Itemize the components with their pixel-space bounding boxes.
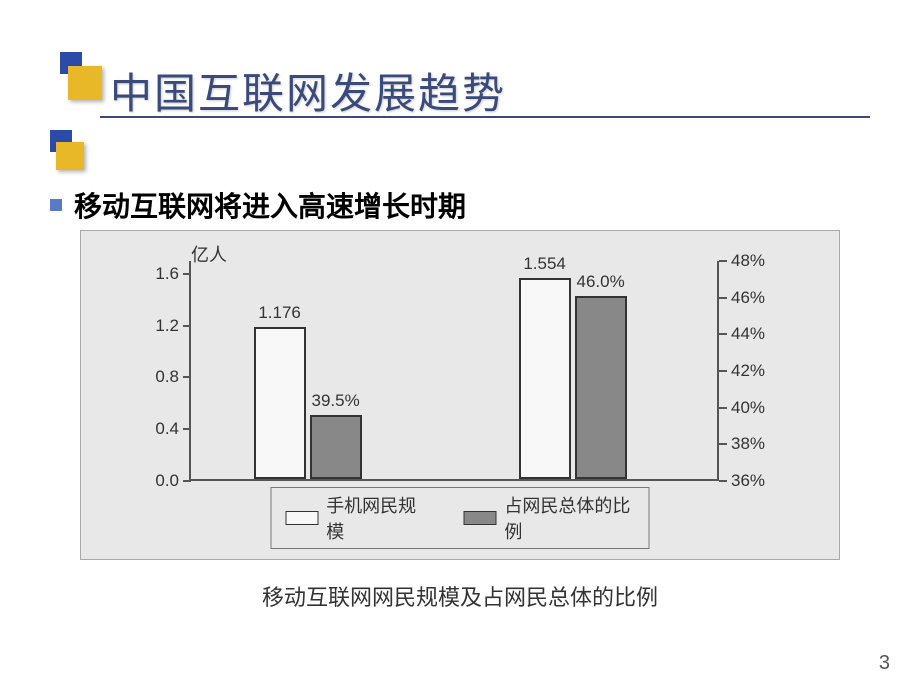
y-tick-label: 0.0 <box>155 471 179 491</box>
plot-area: 0.00.40.81.21.636%38%40%42%44%46%48%1.17… <box>189 261 719 481</box>
y-tick <box>183 376 191 378</box>
legend-label: 占网民总体的比例 <box>504 492 634 544</box>
chart-caption: 移动互联网网民规模及占网民总体的比例 <box>0 580 920 612</box>
bar-percentage <box>310 415 362 479</box>
legend-swatch <box>464 511 497 525</box>
y-tick-label: 0.4 <box>155 419 179 439</box>
y2-tick-label: 36% <box>731 471 765 491</box>
y2-tick <box>719 480 727 482</box>
y2-tick <box>719 297 727 299</box>
y2-tick-label: 42% <box>731 361 765 381</box>
y2-tick <box>719 370 727 372</box>
y-tick <box>183 428 191 430</box>
bar-mobile-users <box>254 327 306 479</box>
y2-tick-label: 38% <box>731 434 765 454</box>
y2-tick-label: 44% <box>731 324 765 344</box>
chart-container: 亿人 0.00.40.81.21.636%38%40%42%44%46%48%1… <box>80 230 840 560</box>
chart-legend: 手机网民规模 占网民总体的比例 <box>271 487 650 549</box>
y2-tick-label: 40% <box>731 398 765 418</box>
legend-item: 手机网民规模 <box>286 492 424 544</box>
bar-label: 39.5% <box>311 391 359 411</box>
legend-swatch <box>286 511 319 525</box>
bar-label: 1.176 <box>258 303 301 323</box>
legend-label: 手机网民规模 <box>326 492 423 544</box>
bar-label: 1.554 <box>523 254 566 274</box>
bullet-text: 移动互联网将进入高速增长时期 <box>74 185 466 225</box>
bar-mobile-users <box>519 278 571 479</box>
bullet-line: 移动互联网将进入高速增长时期 <box>50 185 466 225</box>
y-tick-label: 1.6 <box>155 264 179 284</box>
legend-item: 占网民总体的比例 <box>464 492 635 544</box>
y-tick <box>183 480 191 482</box>
y-tick <box>183 273 191 275</box>
y-tick-label: 0.8 <box>155 367 179 387</box>
title-underline <box>100 116 870 118</box>
y-tick <box>183 325 191 327</box>
y2-tick <box>719 443 727 445</box>
bullet-icon <box>50 199 62 211</box>
y2-tick-label: 46% <box>731 288 765 308</box>
bar-label: 46.0% <box>576 272 624 292</box>
bar-percentage <box>575 296 627 479</box>
y2-tick <box>719 333 727 335</box>
y-tick-label: 1.2 <box>155 316 179 336</box>
title-area: 中国互联网发展趋势 <box>50 60 870 121</box>
y2-tick-label: 48% <box>731 251 765 271</box>
slide-title: 中国互联网发展趋势 <box>110 60 870 121</box>
y2-tick <box>719 260 727 262</box>
page-number: 3 <box>879 652 890 675</box>
y2-tick <box>719 407 727 409</box>
